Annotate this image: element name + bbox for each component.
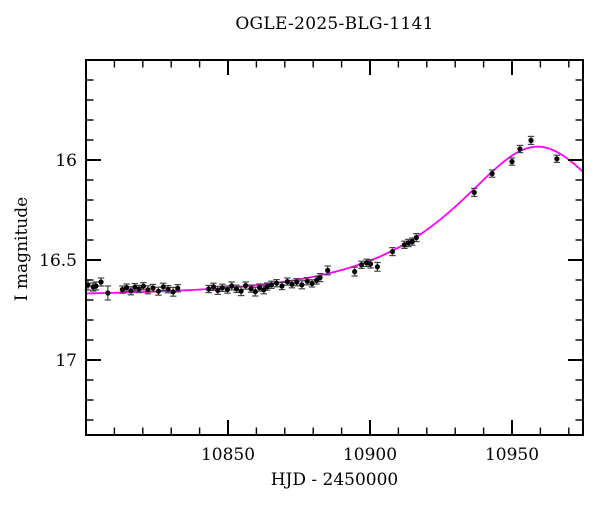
data-point — [243, 283, 249, 289]
plot-border — [85, 59, 584, 436]
data-point — [233, 286, 240, 292]
data-point — [304, 278, 310, 284]
data-point — [160, 284, 166, 290]
data-point — [367, 261, 374, 267]
data-point — [140, 283, 146, 289]
data-point — [124, 285, 130, 291]
x-tick-label: 10900 — [343, 445, 397, 465]
data-point — [215, 287, 221, 293]
data-point — [325, 267, 331, 273]
data-point — [528, 137, 534, 143]
data-point — [248, 286, 254, 292]
data-point — [206, 286, 212, 292]
data-point — [252, 289, 258, 295]
data-point — [509, 159, 515, 165]
data-point — [517, 146, 523, 152]
y-tick-label: 17 — [55, 351, 77, 371]
data-point — [363, 260, 370, 266]
data-point — [132, 284, 138, 290]
data-point — [268, 282, 275, 288]
data-point — [389, 249, 396, 255]
data-point — [413, 235, 419, 241]
data-point — [93, 283, 99, 289]
data-point — [98, 279, 104, 285]
data-point — [238, 288, 244, 294]
data-point — [155, 288, 162, 294]
data-point — [374, 264, 380, 270]
data-point — [165, 286, 171, 292]
x-tick-label: 10950 — [485, 445, 539, 465]
data-point — [224, 287, 231, 293]
data-point — [105, 290, 111, 296]
data-point — [317, 275, 323, 281]
data-point — [405, 240, 411, 246]
data-point — [256, 285, 263, 291]
chart-title: OGLE-2025-BLG-1141 — [235, 14, 434, 34]
data-point — [264, 284, 270, 290]
x-axis-label: HJD - 2450000 — [270, 470, 399, 490]
data-point — [489, 171, 495, 177]
y-tick-label: 16.5 — [39, 251, 77, 271]
data-point — [279, 283, 285, 289]
data-point — [299, 282, 305, 288]
y-tick-label: 16 — [55, 151, 77, 171]
data-point — [229, 283, 235, 289]
data-point — [119, 287, 125, 293]
x-tick-label: 10850 — [201, 445, 255, 465]
data-point — [352, 269, 358, 275]
data-point — [150, 285, 156, 291]
model-curve — [86, 145, 583, 295]
data-point — [294, 279, 300, 285]
data-point — [175, 285, 181, 291]
data-point — [136, 286, 142, 292]
data-point — [261, 287, 267, 293]
data-point — [554, 156, 560, 162]
data-point — [145, 287, 151, 293]
data-point — [471, 189, 477, 195]
data-point — [409, 239, 415, 245]
data-point — [128, 288, 134, 294]
data-point — [273, 280, 280, 286]
data-point — [401, 242, 407, 248]
data-point — [358, 262, 365, 268]
data-point — [219, 285, 225, 291]
data-point — [284, 279, 290, 285]
data-point — [309, 280, 315, 286]
data-point — [170, 289, 176, 295]
data-point — [210, 284, 217, 290]
data-point — [289, 281, 295, 287]
